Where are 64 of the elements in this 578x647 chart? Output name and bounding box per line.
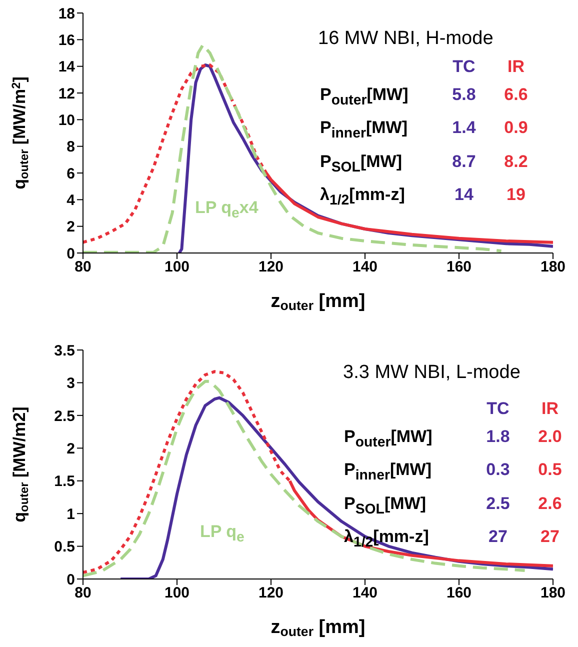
y-tick-label: 2.5 <box>54 408 75 425</box>
x-axis-title: z$_{outer}$ [mm] <box>270 617 366 640</box>
y-tick-label: 3.5 <box>54 342 75 360</box>
y-tick-label: 1.5 <box>54 473 75 490</box>
y-tick-label: 1 <box>66 506 75 523</box>
line-series <box>83 380 526 578</box>
text: LP q$_{e}$ <box>200 522 244 546</box>
y-tick-label: 18 <box>58 5 75 22</box>
annotation: P$_{inner}$[MW] <box>320 117 408 144</box>
annotation: 27 <box>488 526 508 548</box>
annotation: 0.5 <box>537 459 563 482</box>
annotation: 3.3 MW NBI, L-mode <box>343 362 520 384</box>
annotation: 2.6 <box>537 492 563 515</box>
text: IR <box>540 398 560 420</box>
annotation: 6.6 <box>503 84 529 106</box>
y-tick-label: 8 <box>66 138 75 156</box>
x-tick-label: 180 <box>540 584 566 602</box>
x-tick-label: 140 <box>352 258 378 276</box>
annotation: 2.0 <box>537 426 563 448</box>
annotation: 1.4 <box>451 117 477 140</box>
y-tick-label: 14 <box>58 58 76 76</box>
y-tick-label: 4 <box>66 192 76 209</box>
y-tick-label: 16 <box>58 32 75 49</box>
annotation: 8.2 <box>503 150 529 173</box>
annotation: 2.5 <box>485 492 511 515</box>
annotation: P$_{outer}$[MW] <box>344 426 434 452</box>
x-axis-title: z$_{outer}$ [mm] <box>270 291 366 314</box>
annotation: 19 <box>506 184 526 206</box>
text: TC <box>486 398 510 420</box>
annotation: 0.9 <box>503 117 529 140</box>
y-tick-label: 3 <box>66 375 75 392</box>
annotation: 0.3 <box>485 459 511 482</box>
x-tick-label: 80 <box>74 258 92 276</box>
annotation: 1.8 <box>485 426 511 448</box>
annotation: 8.7 <box>451 150 477 173</box>
annotation: P$_{inner}$[MW] <box>344 459 432 486</box>
annotation: 16 MW NBI, H-mode <box>318 28 494 50</box>
y-tick-label: 0.5 <box>54 538 75 556</box>
y-tick-label: 12 <box>58 85 75 102</box>
x-tick-label: 120 <box>258 258 284 276</box>
x-tick-label: 120 <box>258 584 284 602</box>
x-tick-label: 140 <box>352 584 378 602</box>
annotation: P$_{SOL}$[MW] <box>320 150 403 178</box>
annotation: 14 <box>454 184 474 206</box>
series-label: LP q$_{e}$x4 <box>195 198 258 222</box>
x-tick-label: 100 <box>164 258 190 276</box>
y-tick-label: 0 <box>66 571 75 588</box>
y-tick-label: 0 <box>66 245 75 262</box>
annotation: 5.8 <box>451 84 477 106</box>
y-tick-label: 10 <box>58 112 75 129</box>
x-tick-label: 160 <box>446 258 472 276</box>
y-tick-label: 6 <box>66 165 75 182</box>
x-tick-label: 180 <box>540 258 566 276</box>
x-tick-label: 80 <box>74 584 92 602</box>
x-tick-label: 100 <box>164 584 190 602</box>
y-tick-label: 2 <box>66 218 75 236</box>
annotation: 27 <box>540 526 560 548</box>
annotation: λ$_{1/2}$[mm-z] <box>320 184 406 211</box>
text: TC <box>452 56 476 78</box>
annotation: P$_{outer}$[MW] <box>320 84 410 110</box>
annotation: P$_{SOL}$[MW] <box>344 492 427 520</box>
y-tick-label: 2 <box>66 440 75 458</box>
x-tick-label: 160 <box>446 584 472 602</box>
text: IR <box>506 56 526 78</box>
